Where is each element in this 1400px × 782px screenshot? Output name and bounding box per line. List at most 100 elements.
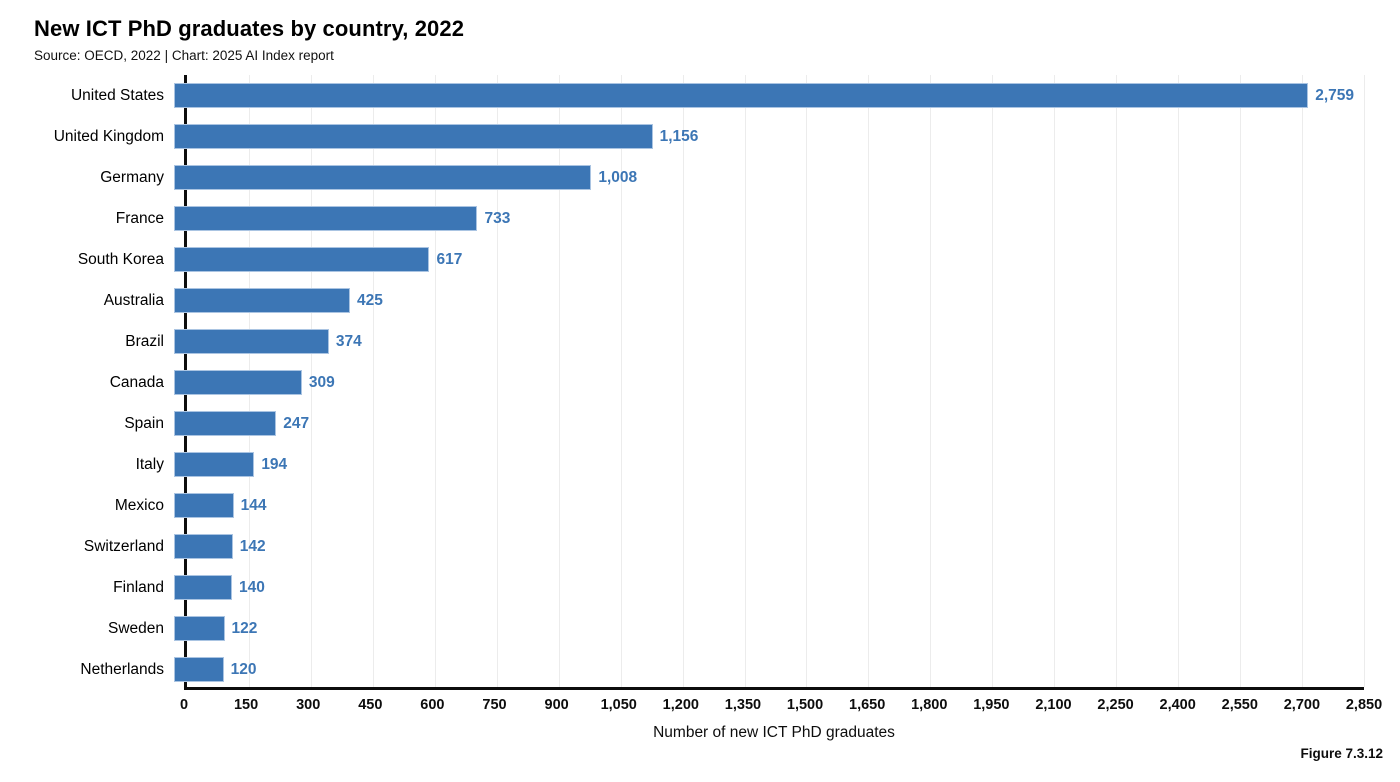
x-tick-label: 2,400 (1159, 697, 1196, 713)
bar-track: 2,759 (174, 75, 1354, 116)
bar-track: 142 (174, 526, 1354, 567)
category-label: France (115, 209, 164, 227)
gridline (310, 75, 312, 687)
gridline (558, 75, 560, 687)
value-label: 142 (239, 537, 266, 555)
bar-track: 120 (174, 649, 1354, 690)
gridline (1240, 75, 1242, 687)
value-label: 144 (240, 496, 267, 514)
gridline (682, 75, 684, 687)
bar-track: 617 (174, 239, 1354, 280)
gridline (1364, 75, 1365, 687)
value-label: 247 (283, 414, 310, 432)
bar-row: Mexico 144 (0, 485, 1400, 526)
bar-track: 309 (174, 362, 1354, 403)
gridline (868, 75, 870, 687)
bar-track: 144 (174, 485, 1354, 526)
x-tick-label: 1,500 (786, 697, 824, 713)
bar-row: United States 2,759 (0, 75, 1400, 116)
bar (174, 493, 234, 518)
bar-row: United Kingdom 1,156 (0, 116, 1400, 157)
category-label: Germany (100, 168, 164, 186)
bar-row: Spain 247 (0, 403, 1400, 444)
bar-track: 1,008 (174, 157, 1354, 198)
bar-track: 140 (174, 567, 1354, 608)
x-tick-label: 1,950 (973, 697, 1010, 713)
bar-track: 122 (174, 608, 1354, 649)
bar-track: 733 (174, 198, 1354, 239)
chart-header: New ICT PhD graduates by country, 2022 S… (34, 16, 464, 63)
category-label: Netherlands (80, 660, 164, 678)
bar (174, 288, 350, 313)
bar-row: Finland 140 (0, 567, 1400, 608)
x-tick-label: 600 (420, 697, 445, 713)
x-tick-label: 1,050 (600, 697, 637, 713)
bar (174, 534, 233, 559)
x-tick-label: 2,250 (1097, 697, 1134, 713)
bar (174, 247, 430, 272)
bar-row: Germany 1,008 (0, 157, 1400, 198)
x-tick-label: 300 (296, 697, 321, 713)
bar (174, 370, 302, 395)
value-label: 120 (230, 660, 257, 678)
category-label: Australia (103, 291, 164, 309)
chart-title: New ICT PhD graduates by country, 2022 (34, 16, 465, 41)
bar-track: 374 (174, 321, 1354, 362)
bar-row: Switzerland 142 (0, 526, 1400, 567)
category-label: South Korea (77, 250, 164, 268)
figure-number: Figure 7.3.12 (1300, 746, 1383, 761)
gridline (1116, 75, 1118, 687)
gridline (434, 75, 436, 687)
x-tick-label: 1,800 (911, 697, 948, 713)
value-label: 617 (436, 250, 463, 268)
category-label: Canada (109, 373, 164, 391)
x-tick-label: 2,100 (1035, 697, 1072, 713)
bar-rows: United States 2,759 United Kingdom 1,156 Ger… (0, 75, 1400, 690)
bar-track: 247 (174, 403, 1354, 444)
value-label: 309 (308, 373, 335, 391)
bar-track: 194 (174, 444, 1354, 485)
x-tick-label: 2,700 (1283, 697, 1321, 713)
category-label: Sweden (107, 619, 164, 637)
bar (174, 83, 1309, 108)
category-label: Finland (113, 578, 164, 596)
bar-row: Australia 425 (0, 280, 1400, 321)
bar (174, 657, 224, 682)
category-label: Spain (124, 414, 164, 432)
value-label: 374 (335, 332, 362, 350)
gridline (992, 75, 994, 687)
gridline (1302, 75, 1304, 687)
value-label: 1,008 (598, 168, 638, 186)
bar-row: Italy 194 (0, 444, 1400, 485)
bar-row: South Korea 617 (0, 239, 1400, 280)
bar (174, 206, 478, 231)
chart-source: Source: OECD, 2022 | Chart: 2025 AI Inde… (34, 48, 334, 63)
gridline (930, 75, 932, 687)
bar (174, 452, 255, 477)
gridline (372, 75, 374, 687)
bar-row: Sweden 122 (0, 608, 1400, 649)
category-label: Switzerland (83, 537, 164, 555)
value-label: 425 (356, 291, 383, 309)
bar (174, 329, 329, 354)
value-label: 1,156 (659, 127, 699, 145)
x-axis-ticks: 0 150 300 450 600 750 900 1,050 1,200 1,350 1,500 1… (180, 697, 1382, 717)
bar (174, 411, 277, 436)
x-tick-label: 1,650 (849, 697, 886, 713)
x-tick-label: 900 (544, 697, 569, 713)
bar (174, 616, 225, 641)
bar-row: Netherlands 120 (0, 649, 1400, 690)
bar-row: France 733 (0, 198, 1400, 239)
gridline (1054, 75, 1056, 687)
x-tick-label: 0 (179, 697, 189, 713)
x-tick-label: 2,850 (1345, 697, 1383, 713)
value-label: 2,759 (1315, 86, 1354, 104)
category-label: United Kingdom (53, 127, 164, 145)
bar-track: 425 (174, 280, 1354, 321)
category-label: United States (70, 86, 164, 104)
gridline (496, 75, 498, 687)
x-tick-label: 2,550 (1221, 697, 1258, 713)
bar-row: Brazil 374 (0, 321, 1400, 362)
gridline (744, 75, 746, 687)
value-label: 733 (484, 209, 511, 227)
